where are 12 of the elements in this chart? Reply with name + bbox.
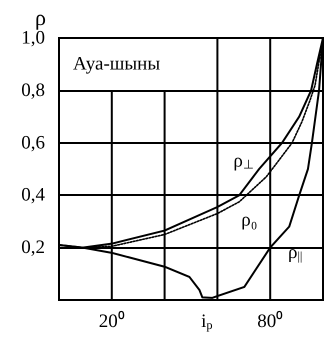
y-tick-label: 0,2 [21,237,45,258]
x-tick-label: 20⁰ [98,310,125,332]
y-axis-title: ρ [35,5,46,30]
series-label: ρ⊥ [233,150,253,172]
x-tick-label: 80⁰ [257,310,284,332]
series-label: ρ|| [288,242,302,264]
series-label: ρ₀ [241,209,258,230]
y-tick-label: 0,6 [21,132,45,154]
x-tick-label: ip [201,311,213,332]
y-tick-label: 0,8 [21,80,45,101]
annotation: Ауа-шыны [73,54,160,75]
y-tick-label: 0,4 [21,184,46,206]
